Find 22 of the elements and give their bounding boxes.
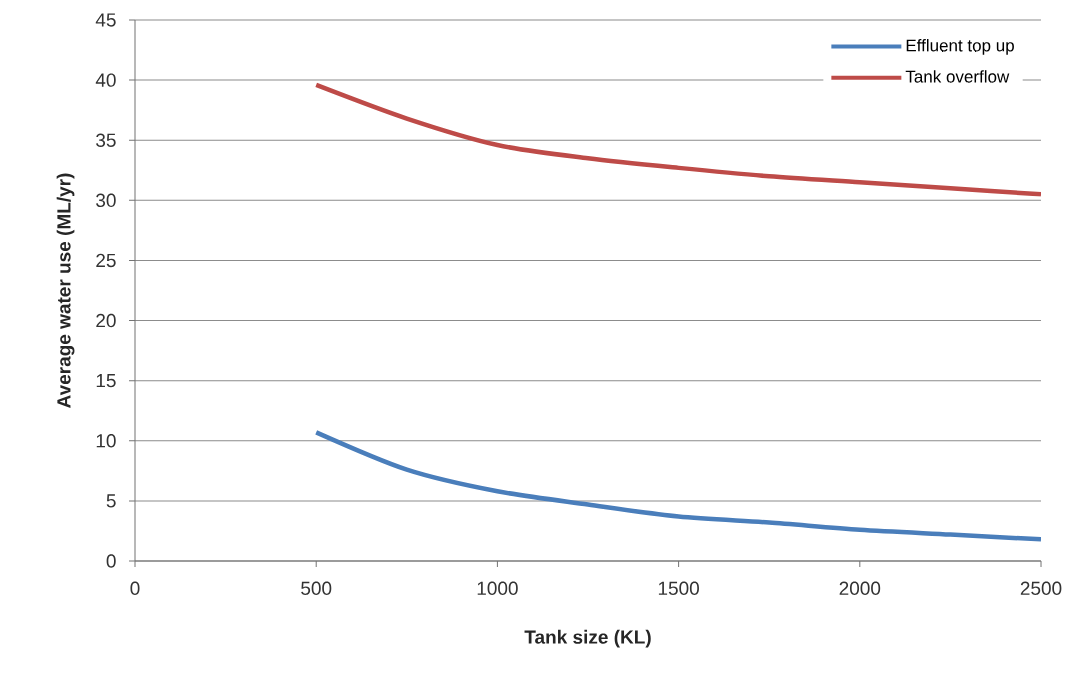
legend-label: Effluent top up bbox=[906, 39, 1014, 55]
x-tick-label: 500 bbox=[301, 581, 332, 595]
x-tick-label: 2000 bbox=[839, 581, 881, 595]
line-series bbox=[313, 430, 1042, 542]
y-axis-title: Average water use (ML/yr) bbox=[56, 173, 75, 408]
y-tick-label: 40 bbox=[95, 73, 116, 87]
legend-label: Tank overflow bbox=[905, 70, 1010, 83]
y-tick-label: 15 bbox=[96, 374, 116, 388]
x-tick-label: 1000 bbox=[477, 581, 518, 595]
y-tick-label: 45 bbox=[95, 13, 116, 27]
y-tick-label: 0 bbox=[106, 554, 116, 568]
y-tick-label: 25 bbox=[96, 253, 116, 268]
y-tick-label: 30 bbox=[96, 193, 116, 208]
y-tick-label: 20 bbox=[96, 313, 116, 328]
y-tick-label: 5 bbox=[106, 494, 116, 508]
y-tick-label: 10 bbox=[96, 434, 116, 448]
x-axis-title: Tank size (KL) bbox=[524, 629, 651, 648]
x-tick-label: 0 bbox=[130, 581, 140, 595]
x-tick-label: 1500 bbox=[658, 581, 699, 595]
line-series bbox=[313, 82, 1042, 197]
y-tick-label: 35 bbox=[96, 133, 116, 147]
x-tick-label: 2500 bbox=[1020, 581, 1062, 595]
